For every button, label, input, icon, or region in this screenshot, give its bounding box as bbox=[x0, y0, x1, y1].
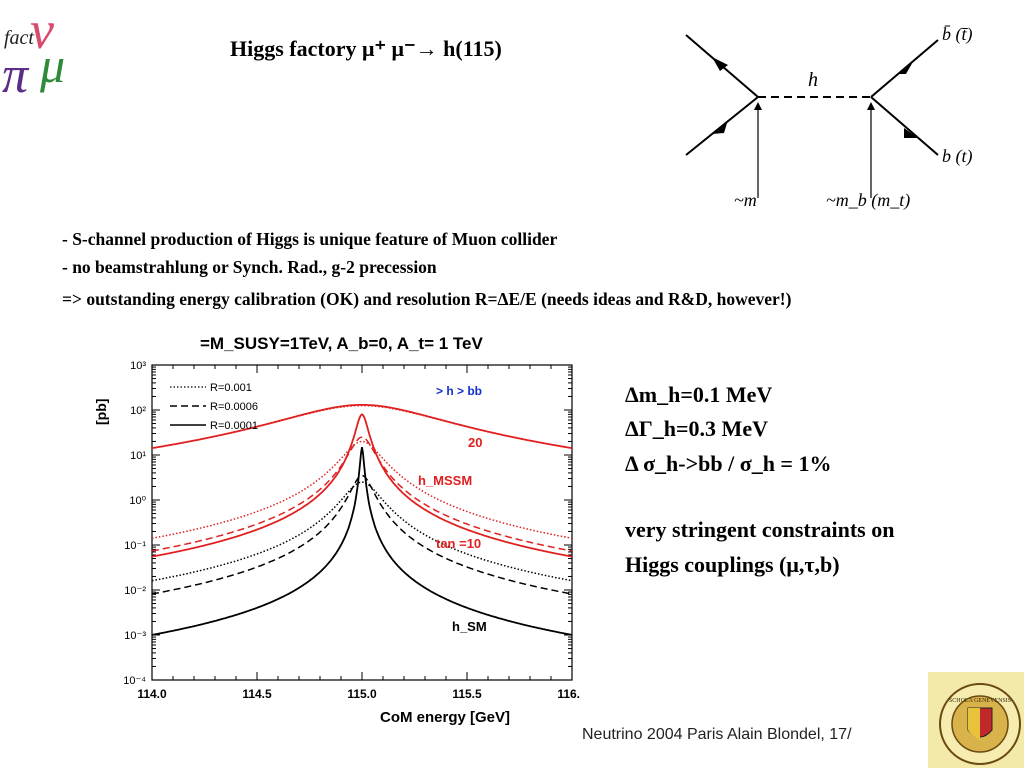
y-tick-label: 10³ bbox=[130, 360, 146, 372]
bullet-beamstrahlung: - no beamstrahlung or Synch. Rad., g-2 p… bbox=[62, 257, 437, 277]
logo-pi-letter: π bbox=[2, 47, 30, 100]
bullet-energy-calibration: => outstanding energy calibration (OK) a… bbox=[62, 289, 792, 309]
arrow-head-bottom-left bbox=[712, 120, 728, 134]
coupling-arrow-right-head bbox=[867, 102, 875, 110]
slide-title: Higgs factory μ⁺ μ⁻→ h(115) bbox=[230, 36, 502, 62]
y-tick-labels: 10⁻⁴ 10⁻³ 10⁻² 10⁻¹ 10⁰ 10¹ 10² 10³ bbox=[123, 360, 146, 687]
legend-label-r2: R=0.0006 bbox=[210, 401, 258, 413]
annotation-tanb20: 20 bbox=[468, 435, 482, 450]
result-branching-text: Δ σ_h->bb / σ_h = 1% bbox=[625, 451, 832, 476]
coupling-left-label: ~m bbox=[734, 190, 757, 210]
y-axis-label: [pb] bbox=[93, 399, 109, 425]
result-width-resolution: ΔΓ_h=0.3 MeV bbox=[625, 416, 768, 442]
seal-shield-eagle-half bbox=[968, 708, 980, 740]
conclusion-line-2: Higgs couplings (μ,τ,b) bbox=[625, 552, 840, 577]
title-particles: μ⁺ μ⁻→ h(115) bbox=[361, 36, 502, 61]
curve-tan10-R0.0006 bbox=[151, 436, 573, 552]
curve-tan10-R0.0001 bbox=[151, 413, 573, 558]
result-branching-resolution: Δ σ_h->bb / σ_h = 1% bbox=[625, 451, 831, 477]
x-axis-label: CoM energy [GeV] bbox=[380, 709, 510, 726]
coupling-right-label: ~m_b (m_t) bbox=[826, 190, 910, 211]
arrow-head-bottom-right bbox=[904, 128, 918, 138]
logo-mu-letter: μ bbox=[39, 37, 65, 93]
conclusion-line-1: very stringent constraints on bbox=[625, 517, 895, 542]
title-prefix: Higgs factory bbox=[230, 36, 362, 61]
legend-label-r1: R=0.001 bbox=[210, 382, 252, 394]
cross-section-plot: =M_SUSY=1TeV, A_b=0, A_t= 1 TeV 114.0 114… bbox=[93, 334, 580, 726]
curve-tan20-R0.0001 bbox=[151, 404, 573, 450]
outgoing-top-label: b̄ (t̄) bbox=[942, 24, 973, 45]
legend-label-r3: R=0.0001 bbox=[210, 420, 258, 432]
slide-footer: Neutrino 2004 Paris Alain Blondel, 17/ bbox=[582, 726, 852, 743]
y-tick-label: 10⁰ bbox=[129, 495, 146, 507]
coupling-arrow-left-head bbox=[754, 102, 762, 110]
y-tick-label: 10⁻³ bbox=[124, 630, 146, 642]
plot-title: =M_SUSY=1TeV, A_b=0, A_t= 1 TeV bbox=[200, 334, 484, 353]
logo-nu-letter: ν bbox=[30, 0, 54, 60]
y-tick-label: 10⁻¹ bbox=[124, 540, 146, 552]
feynman-diagram: h b̄ (t̄) b (t) ~m ~m_b (m_t) bbox=[685, 24, 973, 211]
bullet-s-channel: - S-channel production of Higgs is uniqu… bbox=[62, 229, 558, 249]
outgoing-bottom-label: b (t) bbox=[942, 146, 973, 167]
x-tick-label: 114.0 bbox=[137, 687, 167, 701]
plot-legend: R=0.001 R=0.0006 R=0.0001 bbox=[170, 382, 258, 432]
x-tick-label: 115.0 bbox=[347, 687, 377, 701]
annotation-hmssm: h_MSSM bbox=[418, 473, 472, 488]
result-mass-text: Δm_h=0.1 MeV bbox=[625, 382, 773, 407]
plot-curves bbox=[151, 404, 573, 636]
y-tick-label: 10⁻⁴ bbox=[123, 675, 146, 687]
x-tick-label: 115.5 bbox=[452, 687, 482, 701]
annotation-decay: > h > bb bbox=[436, 384, 482, 398]
annotation-tanb10: tan =10 bbox=[436, 536, 481, 551]
propagator-label: h bbox=[808, 69, 818, 91]
university-seal: SCHOLA GENEVENSIS bbox=[928, 672, 1024, 768]
arrow-head-top-left bbox=[712, 57, 728, 71]
plot-ticks bbox=[151, 364, 573, 681]
curve-tan10-R0.001 bbox=[151, 440, 573, 540]
x-tick-label: 116.0 bbox=[557, 687, 580, 701]
x-tick-labels: 114.0 114.5 115.0 115.5 116.0 bbox=[137, 687, 580, 701]
arrow-head-top-right bbox=[898, 60, 914, 74]
y-tick-label: 10⁻² bbox=[124, 585, 146, 597]
curve-hSM-R0.001 bbox=[151, 481, 573, 582]
result-mass-resolution: Δm_h=0.1 MeV bbox=[625, 382, 772, 408]
curve-hSM-R0.0001 bbox=[151, 446, 573, 636]
outgoing-quark-line bbox=[870, 96, 939, 156]
result-width-text: ΔΓ_h=0.3 MeV bbox=[625, 416, 768, 441]
logo-caption: fact bbox=[4, 27, 34, 49]
y-tick-label: 10² bbox=[130, 405, 146, 417]
annotation-hsm: h_SM bbox=[452, 619, 487, 634]
curve-hSM-R0.0006 bbox=[151, 474, 573, 595]
factory-logo: ν fact π μ bbox=[2, 0, 65, 100]
y-tick-label: 10¹ bbox=[130, 450, 146, 462]
x-tick-label: 114.5 bbox=[242, 687, 272, 701]
seal-text: SCHOLA GENEVENSIS bbox=[949, 698, 1011, 704]
